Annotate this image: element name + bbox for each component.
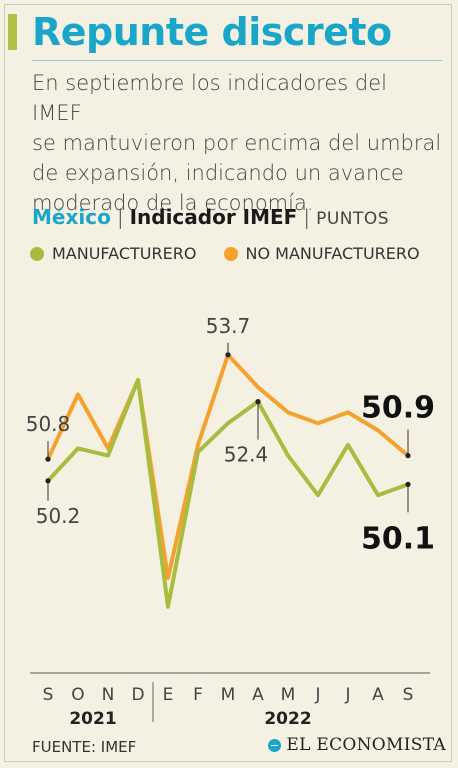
chart-title: Repunte discreto (32, 10, 392, 54)
chart-description: En septiembre los indicadores del IMEF s… (32, 71, 442, 215)
x-tick-label: J (314, 685, 320, 705)
x-tick-label: M (281, 685, 296, 705)
annotation-dot (405, 453, 411, 459)
annotation-dot (405, 481, 411, 487)
subhead-country: México (32, 205, 111, 229)
subhead-units: PUNTOS (316, 209, 390, 229)
legend-label-manufacturero: MANUFACTURERO (52, 244, 197, 263)
title-divider (32, 60, 442, 61)
x-tick-label: S (403, 685, 414, 705)
x-tick-label: A (372, 685, 384, 705)
legend-dot-manufacturero (30, 246, 44, 261)
annotation-dot (225, 352, 231, 358)
x-tick-label: F (193, 685, 203, 705)
legend-dot-no-manufacturero (223, 246, 238, 261)
year-label: 2021 (69, 709, 116, 729)
data-label: 50.9 (361, 391, 435, 426)
data-label: 52.4 (224, 443, 269, 467)
publisher-logo-icon (268, 738, 282, 752)
data-label: 53.7 (206, 314, 251, 338)
x-tick-label: N (102, 685, 115, 705)
subhead-indicator: Indicador IMEF (129, 205, 298, 229)
annotation-dot (45, 456, 51, 462)
x-tick-label: J (344, 685, 350, 705)
data-label: 50.1 (361, 521, 435, 556)
subhead-separator: | (116, 205, 124, 229)
x-tick-label: E (163, 685, 174, 705)
chart-subhead: México | Indicador IMEF | PUNTOS (32, 205, 389, 229)
data-label: 50.8 (26, 412, 71, 436)
annotation-dot (45, 478, 51, 484)
year-label: 2022 (264, 709, 311, 729)
legend-item-no-manufacturero: NO MANUFACTURERO (223, 244, 420, 263)
subhead-separator: | (303, 205, 311, 229)
annotation-dot (255, 399, 261, 405)
x-tick-label: M (221, 685, 236, 705)
x-tick-label: O (71, 685, 84, 705)
x-tick-label: D (131, 685, 144, 705)
legend-item-manufacturero: MANUFACTURERO (30, 244, 196, 263)
series-line (46, 378, 410, 609)
x-tick-label: S (43, 685, 54, 705)
legend-label-no-manufacturero: NO MANUFACTURERO (245, 244, 420, 263)
x-tick-label: A (252, 685, 264, 705)
graphic-frame (4, 4, 452, 762)
data-label: 50.2 (36, 504, 81, 528)
chart-legend: MANUFACTURERO NO MANUFACTURERO (30, 244, 442, 265)
title-accent-bar (8, 14, 17, 50)
publisher-brand: EL ECONOMISTA (268, 735, 446, 755)
publisher-name: EL ECONOMISTA (286, 735, 446, 755)
source-note: FUENTE: IMEF (32, 738, 137, 756)
